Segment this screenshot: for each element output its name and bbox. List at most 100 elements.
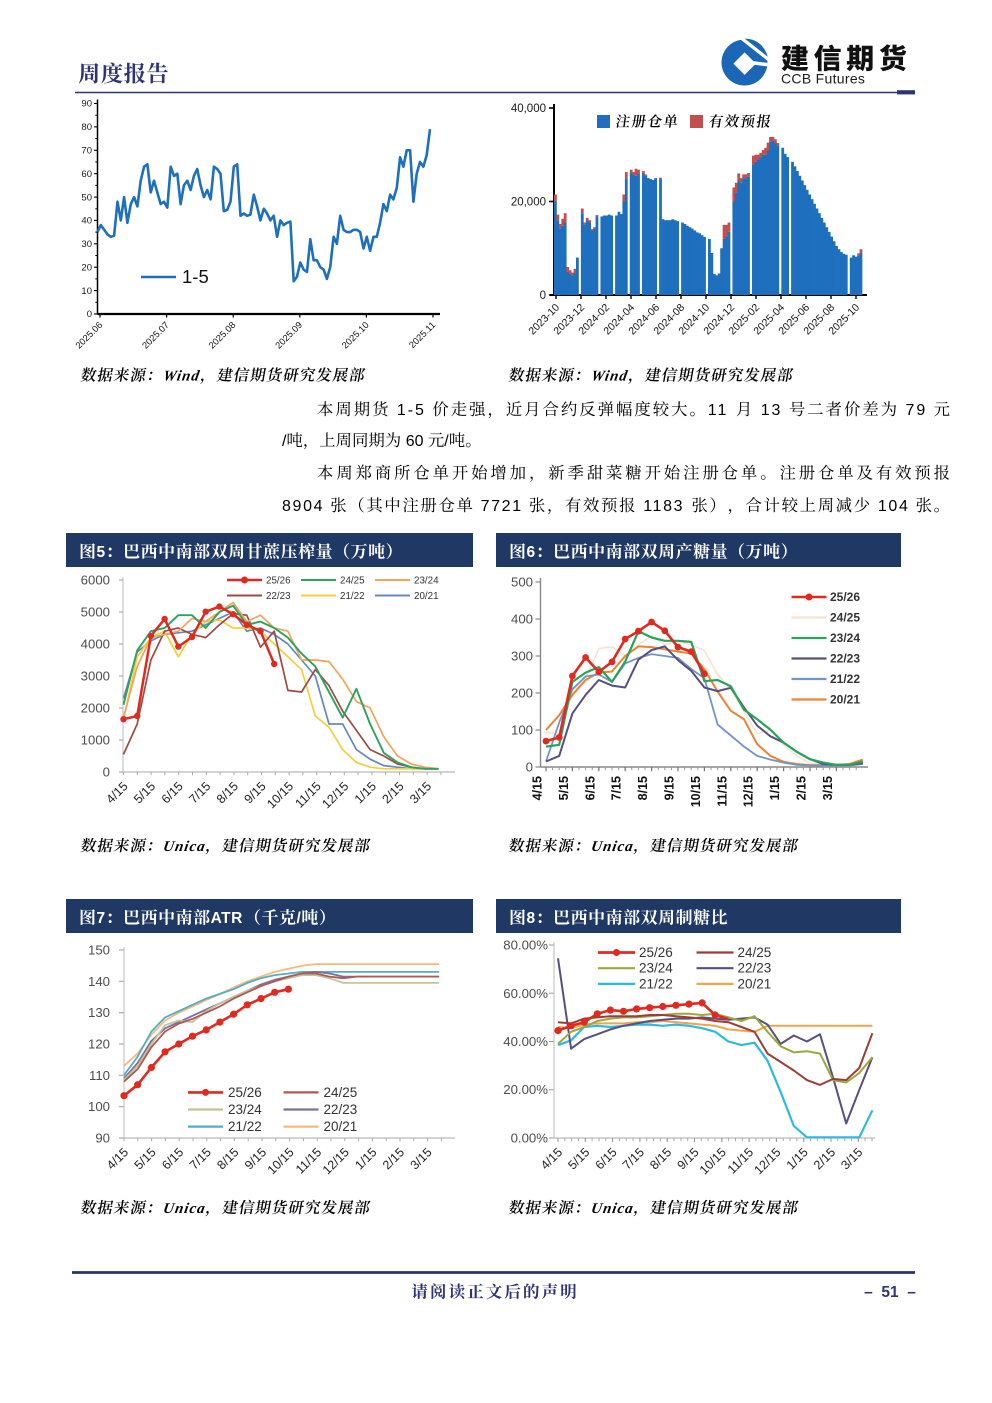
svg-text:300: 300 bbox=[511, 649, 533, 664]
svg-text:1/15: 1/15 bbox=[768, 776, 782, 800]
svg-text:Unica: Unica bbox=[590, 839, 635, 855]
svg-text:Unica: Unica bbox=[162, 839, 207, 855]
svg-text:24/25: 24/25 bbox=[340, 576, 365, 587]
svg-text:21/22: 21/22 bbox=[228, 1119, 262, 1134]
svg-text:12/15: 12/15 bbox=[752, 1145, 784, 1177]
svg-text:23/24: 23/24 bbox=[639, 961, 673, 976]
svg-text:130: 130 bbox=[88, 1005, 110, 1020]
svg-text:3/15: 3/15 bbox=[407, 779, 434, 806]
svg-text:2025.11: 2025.11 bbox=[407, 320, 437, 350]
svg-text:22/23: 22/23 bbox=[266, 591, 291, 602]
svg-text:23/24: 23/24 bbox=[830, 631, 860, 645]
svg-text:21/22: 21/22 bbox=[639, 976, 673, 991]
svg-text:25/26: 25/26 bbox=[266, 576, 291, 587]
svg-text:1/15: 1/15 bbox=[352, 779, 379, 806]
svg-text:2025.06: 2025.06 bbox=[74, 320, 105, 351]
svg-text:7: 7 bbox=[97, 910, 106, 927]
svg-text:10: 10 bbox=[81, 286, 92, 297]
svg-text:50: 50 bbox=[81, 192, 92, 203]
svg-text:104: 104 bbox=[878, 498, 916, 515]
svg-text:5/15: 5/15 bbox=[565, 1145, 592, 1172]
svg-text:ATR: ATR bbox=[211, 910, 243, 927]
svg-text:CCB Futures: CCB Futures bbox=[781, 71, 865, 87]
svg-text:80.00%: 80.00% bbox=[503, 938, 548, 953]
svg-text:2/15: 2/15 bbox=[380, 1145, 407, 1172]
svg-text:12/15: 12/15 bbox=[320, 1145, 352, 1177]
svg-text:22/23: 22/23 bbox=[324, 1102, 358, 1117]
svg-text:110: 110 bbox=[89, 1068, 110, 1083]
svg-text:7/15: 7/15 bbox=[620, 1145, 647, 1172]
svg-text:24/25: 24/25 bbox=[324, 1085, 358, 1100]
svg-text:8/15: 8/15 bbox=[214, 1145, 241, 1172]
svg-text:11/15: 11/15 bbox=[293, 1145, 324, 1176]
svg-text:6000: 6000 bbox=[81, 573, 110, 588]
svg-text:12/15: 12/15 bbox=[742, 776, 756, 807]
svg-text:3/15: 3/15 bbox=[821, 776, 835, 800]
svg-text:40,000: 40,000 bbox=[511, 103, 546, 115]
svg-text:20/21: 20/21 bbox=[414, 591, 439, 602]
svg-text:1/15: 1/15 bbox=[352, 1145, 379, 1172]
svg-text:60.00%: 60.00% bbox=[503, 986, 548, 1001]
svg-text:8/15: 8/15 bbox=[214, 779, 241, 806]
svg-text:4/15: 4/15 bbox=[538, 1145, 565, 1172]
svg-text:79: 79 bbox=[906, 402, 934, 419]
svg-text:0: 0 bbox=[540, 290, 546, 302]
svg-text:40.00%: 40.00% bbox=[503, 1034, 548, 1049]
svg-text:7/15: 7/15 bbox=[610, 776, 624, 800]
svg-text:2025.09: 2025.09 bbox=[273, 320, 304, 351]
svg-text:6: 6 bbox=[527, 544, 536, 561]
svg-text:– 51 –: – 51 – bbox=[864, 1284, 916, 1301]
svg-text:25/26: 25/26 bbox=[228, 1085, 262, 1100]
svg-text:1000: 1000 bbox=[81, 733, 110, 748]
svg-text:20/21: 20/21 bbox=[830, 693, 860, 707]
svg-text:11/15: 11/15 bbox=[725, 1145, 756, 1176]
svg-text:40: 40 bbox=[81, 216, 92, 227]
svg-text:11/15: 11/15 bbox=[715, 776, 729, 807]
svg-text:6/15: 6/15 bbox=[159, 1145, 186, 1172]
svg-text:90: 90 bbox=[81, 99, 92, 110]
svg-text:60: 60 bbox=[81, 169, 92, 180]
svg-text:13: 13 bbox=[761, 402, 789, 419]
svg-text:23/24: 23/24 bbox=[414, 576, 439, 587]
svg-text:1183: 1183 bbox=[643, 498, 690, 515]
svg-text:8904: 8904 bbox=[282, 498, 330, 515]
svg-text:4/15: 4/15 bbox=[531, 776, 545, 800]
svg-text:150: 150 bbox=[88, 943, 110, 958]
svg-text:2/15: 2/15 bbox=[811, 1145, 838, 1172]
svg-text:7/15: 7/15 bbox=[187, 1145, 214, 1172]
svg-text:500: 500 bbox=[511, 575, 533, 590]
svg-text:7/15: 7/15 bbox=[186, 779, 213, 806]
svg-text:90: 90 bbox=[95, 1131, 110, 1146]
svg-text:2/15: 2/15 bbox=[795, 776, 809, 800]
svg-text:5000: 5000 bbox=[81, 605, 110, 620]
svg-text:6/15: 6/15 bbox=[593, 1145, 620, 1172]
svg-text:/: / bbox=[444, 433, 449, 450]
svg-text:Wind: Wind bbox=[162, 369, 202, 385]
svg-text:120: 120 bbox=[88, 1037, 110, 1052]
svg-text:10/15: 10/15 bbox=[689, 776, 703, 807]
svg-text:2/15: 2/15 bbox=[380, 779, 407, 806]
svg-text:20,000: 20,000 bbox=[511, 197, 546, 209]
svg-text:100: 100 bbox=[88, 1099, 110, 1114]
svg-text:10/15: 10/15 bbox=[697, 1145, 729, 1177]
svg-text:140: 140 bbox=[88, 974, 110, 989]
svg-text:3/15: 3/15 bbox=[408, 1145, 435, 1172]
svg-text:21/22: 21/22 bbox=[830, 672, 860, 686]
svg-text:60: 60 bbox=[406, 433, 428, 450]
svg-text:8/15: 8/15 bbox=[636, 776, 650, 800]
svg-text:21/22: 21/22 bbox=[340, 591, 365, 602]
svg-text:4000: 4000 bbox=[81, 637, 110, 652]
svg-text:8/15: 8/15 bbox=[647, 1145, 674, 1172]
svg-text:1-5: 1-5 bbox=[397, 402, 432, 419]
svg-text:22/23: 22/23 bbox=[830, 652, 860, 666]
svg-text:5/15: 5/15 bbox=[132, 1145, 159, 1172]
svg-text:11/15: 11/15 bbox=[292, 779, 323, 810]
svg-text:100: 100 bbox=[511, 723, 533, 738]
svg-text:Unica: Unica bbox=[162, 1201, 207, 1217]
svg-text:3000: 3000 bbox=[81, 669, 110, 684]
svg-text:20/21: 20/21 bbox=[324, 1119, 358, 1134]
svg-text:25/26: 25/26 bbox=[639, 945, 673, 960]
svg-text:2025.10: 2025.10 bbox=[340, 320, 371, 351]
svg-text:24/25: 24/25 bbox=[738, 945, 772, 960]
svg-text:2025.08: 2025.08 bbox=[207, 320, 238, 351]
